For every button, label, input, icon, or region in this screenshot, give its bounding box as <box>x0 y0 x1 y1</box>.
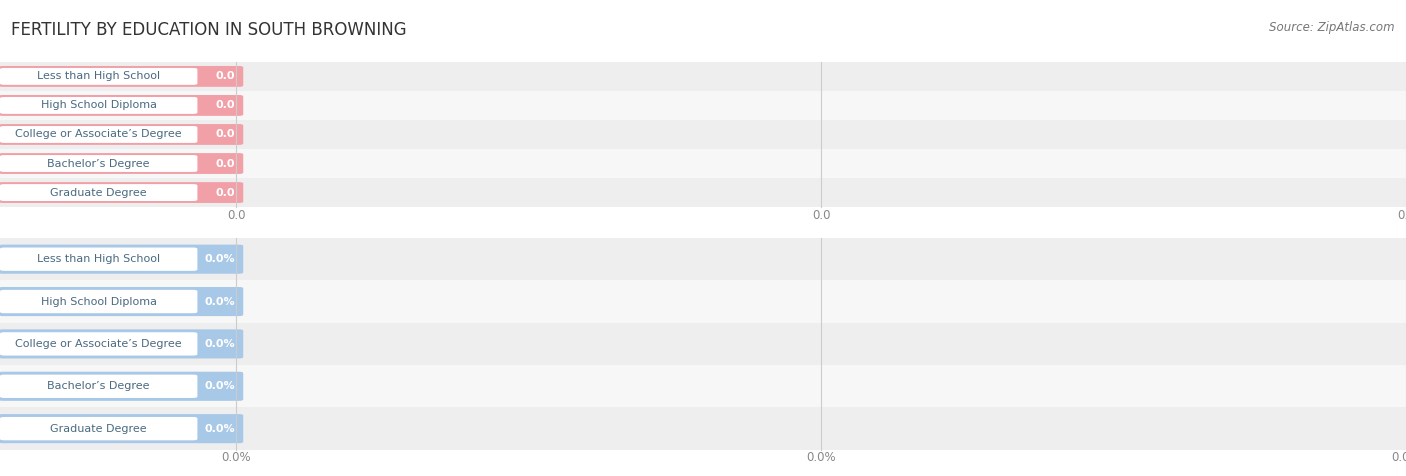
Text: 0.0: 0.0 <box>811 208 831 222</box>
FancyBboxPatch shape <box>0 66 243 87</box>
Text: FERTILITY BY EDUCATION IN SOUTH BROWNING: FERTILITY BY EDUCATION IN SOUTH BROWNING <box>11 21 406 40</box>
Bar <box>0 323 1406 365</box>
Bar <box>0 407 1406 450</box>
FancyBboxPatch shape <box>0 372 243 401</box>
FancyBboxPatch shape <box>0 287 243 316</box>
FancyBboxPatch shape <box>0 417 197 440</box>
Text: College or Associate’s Degree: College or Associate’s Degree <box>15 129 181 139</box>
FancyBboxPatch shape <box>0 68 197 85</box>
Text: 0.0%: 0.0% <box>204 297 235 307</box>
FancyBboxPatch shape <box>0 153 243 174</box>
FancyBboxPatch shape <box>0 97 197 114</box>
Bar <box>0 280 1406 323</box>
FancyBboxPatch shape <box>0 126 197 143</box>
Text: 0.0: 0.0 <box>226 208 246 222</box>
FancyBboxPatch shape <box>0 184 197 201</box>
FancyBboxPatch shape <box>0 155 197 172</box>
Bar <box>0 120 1406 149</box>
FancyBboxPatch shape <box>0 124 243 145</box>
Text: 0.0: 0.0 <box>215 188 235 198</box>
FancyBboxPatch shape <box>0 95 243 116</box>
Text: Graduate Degree: Graduate Degree <box>51 424 148 434</box>
Text: 0.0%: 0.0% <box>204 339 235 349</box>
Text: High School Diploma: High School Diploma <box>41 100 156 110</box>
Text: 0.0%: 0.0% <box>806 451 837 465</box>
Text: 0.0%: 0.0% <box>204 381 235 391</box>
Text: 0.0: 0.0 <box>215 71 235 81</box>
Text: Bachelor’s Degree: Bachelor’s Degree <box>48 381 150 391</box>
Text: 0.0: 0.0 <box>215 129 235 139</box>
FancyBboxPatch shape <box>0 248 197 271</box>
FancyBboxPatch shape <box>0 290 197 313</box>
Text: College or Associate’s Degree: College or Associate’s Degree <box>15 339 181 349</box>
Text: 0.0: 0.0 <box>215 159 235 169</box>
Text: Source: ZipAtlas.com: Source: ZipAtlas.com <box>1270 21 1395 34</box>
Text: 0.0%: 0.0% <box>204 254 235 264</box>
Text: 0.0%: 0.0% <box>221 451 252 465</box>
Bar <box>0 238 1406 280</box>
Text: Bachelor’s Degree: Bachelor’s Degree <box>48 159 150 169</box>
FancyBboxPatch shape <box>0 329 243 358</box>
FancyBboxPatch shape <box>0 182 243 203</box>
FancyBboxPatch shape <box>0 332 197 356</box>
Text: 0.0%: 0.0% <box>204 424 235 434</box>
Text: 0.0: 0.0 <box>215 100 235 110</box>
Bar <box>0 91 1406 120</box>
Text: Graduate Degree: Graduate Degree <box>51 188 148 198</box>
FancyBboxPatch shape <box>0 414 243 443</box>
Text: Less than High School: Less than High School <box>37 254 160 264</box>
Bar <box>0 365 1406 407</box>
Bar <box>0 178 1406 207</box>
Bar <box>0 149 1406 178</box>
Text: 0.0%: 0.0% <box>1391 451 1406 465</box>
Text: Less than High School: Less than High School <box>37 71 160 81</box>
Text: High School Diploma: High School Diploma <box>41 297 156 307</box>
FancyBboxPatch shape <box>0 245 243 274</box>
Text: 0.0: 0.0 <box>1396 208 1406 222</box>
Bar <box>0 62 1406 91</box>
FancyBboxPatch shape <box>0 375 197 398</box>
